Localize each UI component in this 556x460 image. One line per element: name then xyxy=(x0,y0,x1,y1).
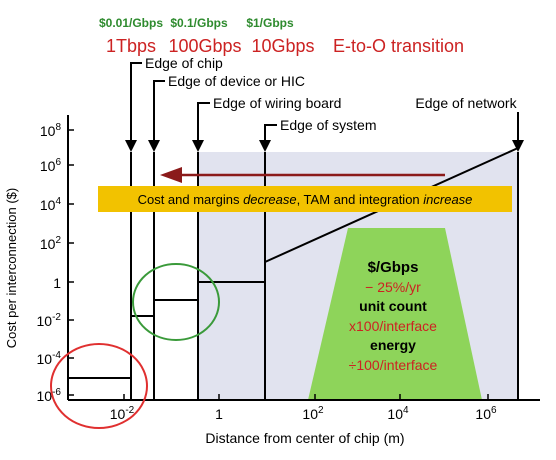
trap-rate: − 25%/yr xyxy=(365,279,421,295)
x-axis-ticks xyxy=(123,394,489,400)
edge-chip-label: Edge of chip xyxy=(145,55,223,71)
trap-unit-title: unit count xyxy=(359,298,427,314)
trap-energy-value: ÷100/interface xyxy=(349,357,438,373)
rate-label: 100Gbps xyxy=(168,36,241,56)
edge-board-label: Edge of wiring board xyxy=(213,95,341,111)
price-label: $0.01/Gbps xyxy=(99,16,163,30)
y-tick-label: 102 xyxy=(40,235,62,252)
trap-unit-value: x100/interface xyxy=(349,318,437,334)
price-label: $0.1/Gbps xyxy=(170,16,228,30)
highlight-circle-red xyxy=(50,343,148,429)
trap-title: $/Gbps xyxy=(368,259,419,276)
x-tick-label: 106 xyxy=(475,405,497,422)
y-tick-label: 108 xyxy=(40,122,62,139)
highlight-circle-green xyxy=(132,263,220,341)
cost-trend-trapezoid xyxy=(308,228,482,400)
rate-label: 10Gbps xyxy=(251,36,314,56)
arrow-down-icon xyxy=(192,140,204,152)
rate-label: 1Tbps xyxy=(106,36,156,56)
x-axis-label: Distance from center of chip (m) xyxy=(205,430,404,446)
y-tick-label: 106 xyxy=(40,157,62,174)
trend-banner xyxy=(98,186,512,212)
transition-label: E-to-O transition xyxy=(333,36,464,56)
y-tick-label: 10-4 xyxy=(37,350,62,367)
x-tick-label: 104 xyxy=(387,405,409,422)
edge-chip-leader xyxy=(130,62,142,140)
x-tick-label: 102 xyxy=(302,405,324,422)
edge-device-leader xyxy=(153,80,165,140)
trend-banner-text: Cost and margins decrease, TAM and integ… xyxy=(138,192,473,207)
y-tick-label: 10-6 xyxy=(37,387,62,404)
edge-system-leader xyxy=(264,124,277,140)
y-tick-label: 104 xyxy=(40,196,62,213)
trend-arrow-head xyxy=(160,167,182,183)
arrow-down-icon xyxy=(259,140,271,152)
trap-energy-title: energy xyxy=(370,337,416,353)
price-label: $1/Gbps xyxy=(246,16,294,30)
y-tick-label: 10-2 xyxy=(37,312,62,329)
y-axis-ticks xyxy=(68,129,74,396)
x-tick-label: 10-2 xyxy=(110,405,135,422)
edge-system-label: Edge of system xyxy=(280,117,377,133)
x-tick-label: 1 xyxy=(215,406,223,422)
arrow-down-icon xyxy=(125,140,137,152)
arrow-down-icon xyxy=(512,140,524,152)
y-axis-label: Cost per interconnection ($) xyxy=(4,188,19,348)
edge-device-label: Edge of device or HIC xyxy=(168,73,305,89)
edge-network-label: Edge of network xyxy=(415,95,517,111)
arrow-down-icon xyxy=(148,140,160,152)
y-tick-label: 1 xyxy=(53,275,61,291)
edge-board-leader xyxy=(197,102,210,140)
